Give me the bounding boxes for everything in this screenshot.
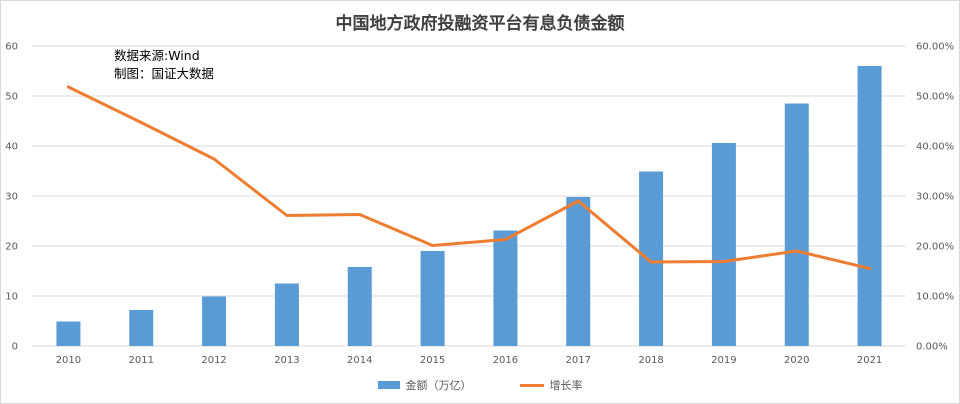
bar [493,230,518,346]
legend-item-growth: 增长率 [519,377,583,393]
bar [56,321,81,346]
x-tick-label: 2016 [493,355,518,366]
y-left-tick-label: 40 [5,142,18,153]
bar [202,296,227,346]
y-left-tick-label: 60 [5,42,18,53]
legend: 金额（万亿） 增长率 [0,377,960,393]
growth-point [503,238,507,241]
bar [857,66,882,346]
growth-point [431,244,435,247]
x-tick-label: 2017 [566,355,591,366]
growth-line [66,85,872,270]
growth-point [576,199,580,203]
y-right-tick-label: 50.00% [916,92,954,103]
legend-item-amount: 金额（万亿） [377,377,472,393]
credit-annotation: 制图：国证大数据 [114,66,215,81]
x-tick-label: 2014 [347,355,372,366]
legend-label-amount: 金额（万亿） [405,379,472,392]
legend-label-growth: 增长率 [549,379,583,392]
x-tick-label: 2013 [274,355,299,366]
growth-point [649,260,653,264]
bar [639,171,664,346]
growth-point [795,249,799,253]
growth-point [722,260,726,263]
y-right-tick-label: 0.00% [916,342,948,353]
y-left-tick-label: 50 [5,92,18,103]
y-right-tick-label: 60.00% [916,42,954,53]
x-tick-label: 2021 [857,355,882,366]
x-tick-label: 2020 [784,355,809,366]
chart-title: 中国地方政府投融资平台有息负债金额 [335,14,625,34]
growth-point [139,121,143,124]
legend-swatch-line [519,383,544,387]
legend-swatch-bar [377,381,400,389]
x-tick-label: 2018 [638,355,663,366]
y-right-tick-label: 10.00% [916,292,954,303]
y-left-tick-label: 30 [5,192,18,203]
x-tick-label: 2019 [711,355,736,366]
y-left-tick-label: 0 [12,342,18,353]
x-tick-label: 2011 [129,355,154,366]
bar [711,143,736,346]
y-right-tick-label: 30.00% [916,192,954,203]
y-right-tick-label: 40.00% [916,142,954,153]
growth-point [212,157,216,161]
x-tick-label: 2012 [201,355,226,366]
bar [420,251,445,346]
bar [347,267,372,346]
x-tick-label: 2010 [56,355,81,366]
y-left-tick-label: 10 [5,292,18,303]
bar [784,103,809,346]
growth-point [66,85,70,89]
growth-point [868,267,872,270]
bar [129,310,154,346]
y-right-tick-label: 20.00% [916,242,954,253]
growth-point [285,214,289,217]
growth-point [358,213,362,216]
y-left-tick-label: 20 [5,242,18,253]
bar [274,283,299,346]
bar [566,197,591,346]
x-tick-label: 2015 [420,355,445,366]
source-annotation: 数据来源:Wind [114,48,200,63]
